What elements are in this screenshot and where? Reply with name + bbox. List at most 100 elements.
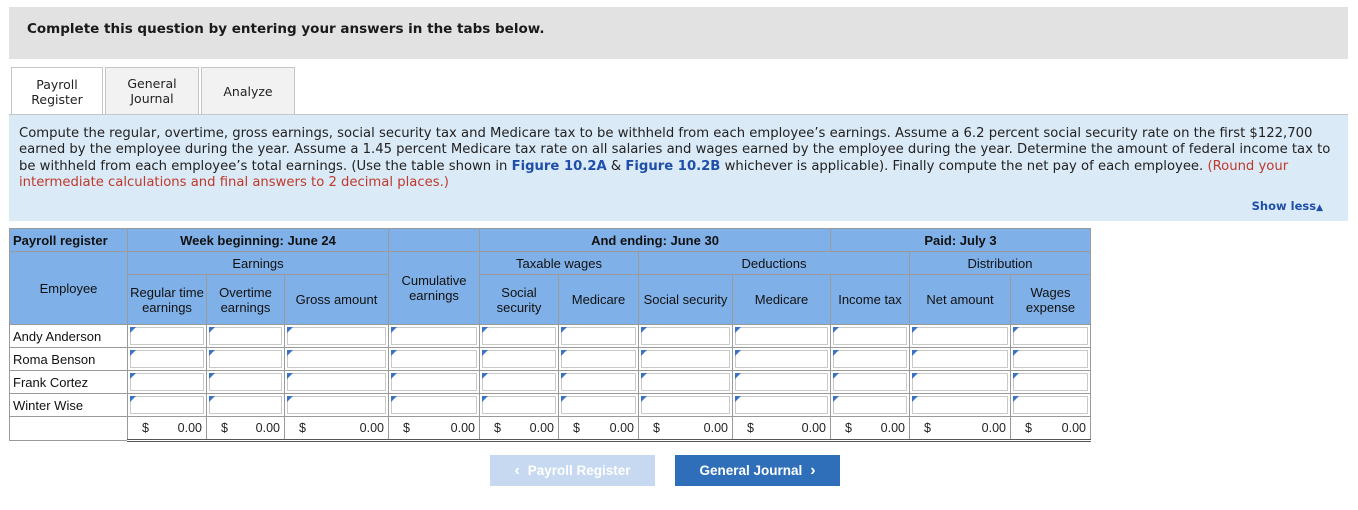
net-amount-header: Net amount [909,274,1011,325]
input-cell[interactable] [388,324,480,348]
input-cell[interactable] [388,347,480,371]
cumulative-earnings-header: Cumulative earnings [388,251,480,325]
input-cell[interactable] [732,324,831,348]
input-cell[interactable] [909,347,1011,371]
input-cell[interactable] [1010,393,1091,417]
input-cell[interactable] [479,324,559,348]
input-cell[interactable] [388,370,480,394]
input-cell[interactable] [732,347,831,371]
input-cell[interactable] [638,324,733,348]
input-cell[interactable] [830,393,910,417]
total-value: 0.00 [801,421,826,435]
input-cell[interactable] [284,324,389,348]
input-cell[interactable] [206,393,285,417]
instructions-panel: Compute the regular, overtime, gross ear… [9,114,1348,221]
week-beginning: Week beginning: June 24 [127,228,389,252]
input-cell[interactable] [479,347,559,371]
figure-link-10-2a[interactable]: Figure 10.2A [511,158,607,174]
figure-link-10-2b[interactable]: Figure 10.2B [625,158,721,174]
input-cell[interactable] [127,370,207,394]
total-cell: $0.00 [909,416,1011,442]
question-header: Complete this question by entering your … [9,7,1348,59]
paid-date: Paid: July 3 [830,228,1091,252]
input-cell[interactable] [830,370,910,394]
input-cell[interactable] [206,370,285,394]
income-tax-header: Income tax [830,274,910,325]
input-cell[interactable] [127,393,207,417]
total-value: 0.00 [450,421,475,435]
input-cell[interactable] [830,324,910,348]
input-cell[interactable] [284,393,389,417]
employee-name: Frank Cortez [9,370,128,394]
input-cell[interactable] [909,393,1011,417]
total-cell: $0.00 [638,416,733,442]
table-row: Roma Benson [9,347,1091,371]
total-value: 0.00 [255,421,280,435]
prev-tab-button[interactable]: ‹ Payroll Register [490,455,655,486]
show-less-label: Show less [1251,199,1317,213]
input-cell[interactable] [558,393,639,417]
deduction-medicare-header: Medicare [732,274,831,325]
total-value: 0.00 [177,421,202,435]
employee-name: Winter Wise [9,393,128,417]
input-cell[interactable] [479,370,559,394]
tab-label: Analyze [223,83,273,99]
tab-label-line1: General [127,76,177,91]
taxable-wages-header: Taxable wages [479,251,639,275]
input-cell[interactable] [388,393,480,417]
prev-tab-label: Payroll Register [527,463,631,478]
input-cell[interactable] [558,324,639,348]
input-cell[interactable] [206,347,285,371]
week-ending: And ending: June 30 [479,228,831,252]
total-value: 0.00 [981,421,1006,435]
tab-analyze[interactable]: Analyze [201,67,295,114]
input-cell[interactable] [909,370,1011,394]
input-cell[interactable] [638,347,733,371]
employee-name: Roma Benson [9,347,128,371]
input-cell[interactable] [127,324,207,348]
triangle-up-icon: ▲ [1316,203,1323,213]
currency-sign: $ [573,421,580,435]
input-cell[interactable] [638,370,733,394]
input-cell[interactable] [558,347,639,371]
input-cell[interactable] [732,370,831,394]
input-cell[interactable] [558,370,639,394]
tab-label-line2: Journal [130,91,174,106]
currency-sign: $ [221,421,228,435]
instructions-amp: & [606,158,626,174]
input-cell[interactable] [732,393,831,417]
input-cell[interactable] [284,347,389,371]
total-cell: $0.00 [558,416,639,442]
currency-sign: $ [403,421,410,435]
instructions-part2: whichever is applicable). Finally comput… [720,158,1208,174]
currency-sign: $ [142,421,149,435]
total-cell: $0.00 [127,416,207,442]
input-cell[interactable] [638,393,733,417]
input-cell[interactable] [284,370,389,394]
next-tab-button[interactable]: General Journal › [675,455,840,486]
taxable-medicare-header: Medicare [558,274,639,325]
currency-sign: $ [494,421,501,435]
instructions-part1: Compute the regular, overtime, gross ear… [19,126,1331,174]
input-cell[interactable] [127,347,207,371]
input-cell[interactable] [830,347,910,371]
tab-payroll-register[interactable]: Payroll Register [11,67,103,115]
show-less-toggle[interactable]: Show less▲ [1252,199,1323,213]
table-row: Winter Wise [9,393,1091,417]
table-row: Frank Cortez [9,370,1091,394]
input-cell[interactable] [479,393,559,417]
instructions-text: Compute the regular, overtime, gross ear… [19,126,1344,191]
total-value: 0.00 [1061,421,1086,435]
total-value: 0.00 [609,421,634,435]
input-cell[interactable] [1010,324,1091,348]
tab-general-journal[interactable]: General Journal [105,67,199,114]
input-cell[interactable] [909,324,1011,348]
next-tab-label: General Journal [699,463,803,478]
input-cell[interactable] [1010,347,1091,371]
input-cell[interactable] [1010,370,1091,394]
employee-col-header: Employee [9,251,128,325]
deductions-header: Deductions [638,251,910,275]
tab-label-line1: Payroll [36,76,78,92]
payroll-register-table: Payroll register Week beginning: June 24… [9,228,1091,442]
input-cell[interactable] [206,324,285,348]
